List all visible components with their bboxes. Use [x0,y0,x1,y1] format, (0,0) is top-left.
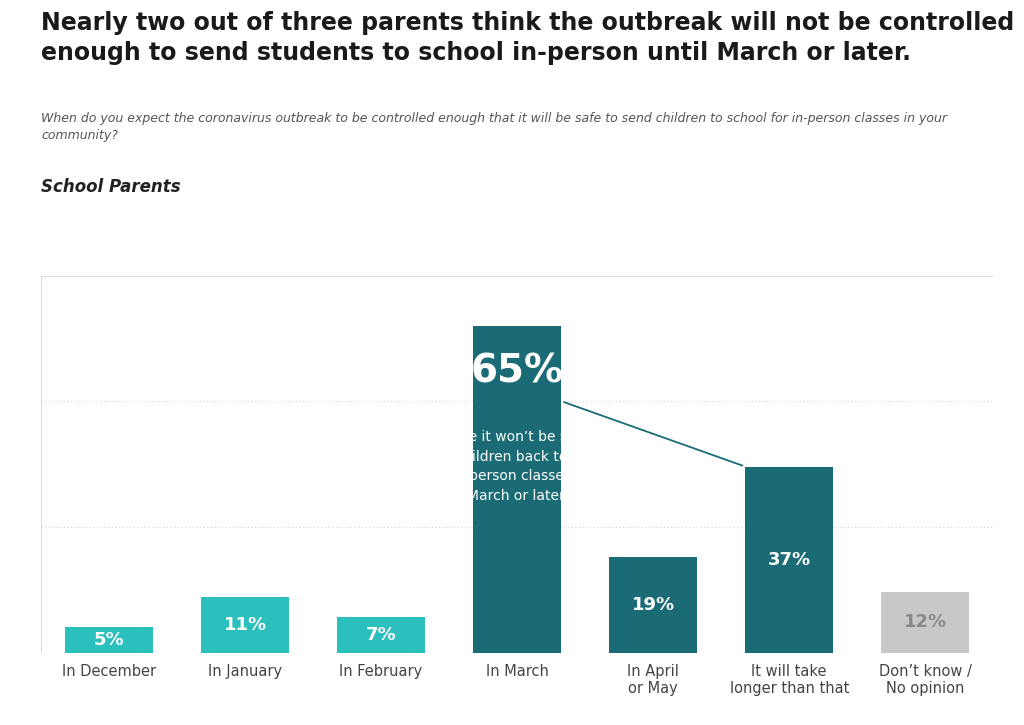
Text: 65%: 65% [471,352,563,390]
Text: 7%: 7% [366,626,396,644]
Text: 37%: 37% [768,550,811,568]
Bar [201,597,289,652]
Text: 19%: 19% [632,596,675,614]
Bar [65,627,154,652]
Bar [609,557,697,653]
Bar [473,608,561,652]
Text: Nearly two out of three parents think the outbreak will not be controlled
enough: Nearly two out of three parents think th… [41,11,1014,65]
Text: School Parents: School Parents [41,178,180,196]
Bar [745,466,834,652]
Bar [881,592,970,652]
Text: When do you expect the coronavirus outbreak to be controlled enough that it will: When do you expect the coronavirus outbr… [41,112,947,142]
Text: 12%: 12% [904,613,947,631]
Text: Believe it won’t be safe to
send children back to school
for in-person classes u: Believe it won’t be safe to send childre… [418,430,616,502]
Text: 5%: 5% [93,631,124,649]
Bar [473,326,561,652]
Bar [337,617,425,652]
Text: 11%: 11% [223,616,266,634]
